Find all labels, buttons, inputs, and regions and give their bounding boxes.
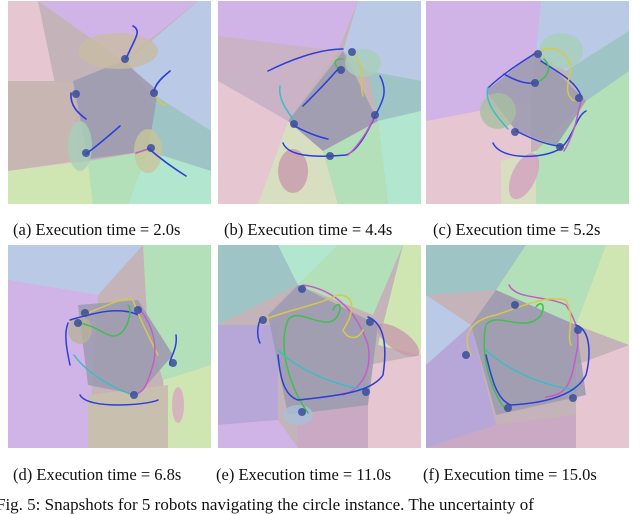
subcaption-c: (c) Execution time = 5.2s bbox=[433, 220, 601, 239]
voronoi-snapshot-c bbox=[426, 1, 629, 204]
subcaption-d: (d) Execution time = 6.8s bbox=[13, 465, 182, 484]
voronoi-snapshot-f bbox=[426, 245, 629, 448]
panel-d-image bbox=[8, 245, 211, 448]
panel-e-image bbox=[218, 245, 421, 448]
panel-c-image bbox=[426, 1, 629, 204]
subcaption-b: (b) Execution time = 4.4s bbox=[224, 220, 393, 239]
subcaption-f: (f) Execution time = 15.0s bbox=[423, 465, 597, 484]
voronoi-snapshot-d bbox=[8, 245, 211, 448]
voronoi-snapshot-b bbox=[218, 1, 421, 204]
voronoi-snapshot-e bbox=[218, 245, 421, 448]
panel-f-image bbox=[426, 245, 629, 448]
panel-b-image bbox=[218, 1, 421, 204]
panel-a-image bbox=[8, 1, 211, 204]
voronoi-snapshot-a bbox=[8, 1, 211, 204]
subcaption-e: (e) Execution time = 11.0s bbox=[216, 465, 392, 484]
figure-caption: Fig. 5: Snapshots for 5 robots navigatin… bbox=[0, 495, 534, 514]
subcaption-a: (a) Execution time = 2.0s bbox=[13, 220, 181, 239]
